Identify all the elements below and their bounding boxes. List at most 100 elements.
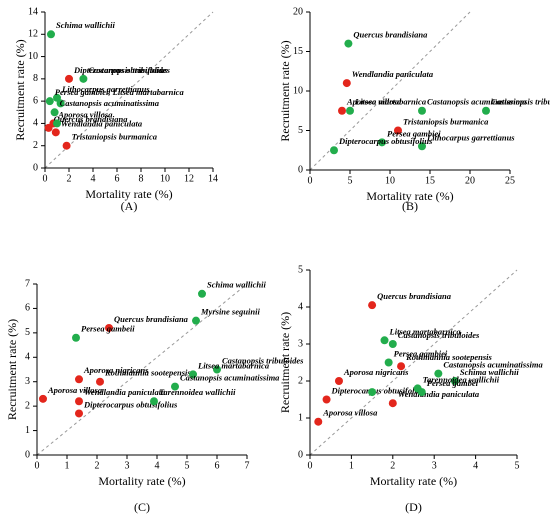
y-axis-label: Recruitment rate (%) — [278, 40, 292, 141]
point — [47, 30, 55, 39]
x-tick-label: 2 — [95, 460, 100, 471]
point — [75, 375, 83, 384]
point-label: Aporosa villosa — [322, 408, 378, 418]
point-label: Dipterocarpus obtusifolius — [83, 399, 178, 409]
point — [56, 99, 65, 108]
y-tick-label: 5 — [298, 125, 303, 136]
y-tick-label: 3 — [298, 338, 303, 349]
point — [450, 377, 459, 385]
x-axis-label: Mortality rate (%) — [366, 189, 453, 203]
x-tick-label: 10 — [385, 175, 395, 186]
point — [434, 369, 443, 378]
x-tick-label: 5 — [185, 460, 190, 471]
point — [213, 365, 221, 374]
x-tick-label: 4 — [91, 173, 96, 184]
point — [72, 333, 80, 342]
y-tick-label: 2 — [25, 400, 30, 411]
point-label: Aporosa villosa — [57, 109, 113, 119]
y-tick-label: 1 — [25, 425, 30, 436]
point-label: Quercus brandisiana — [377, 291, 452, 301]
point — [368, 388, 377, 397]
y-tick-label: 10 — [28, 51, 38, 62]
x-tick-label: 0 — [43, 173, 48, 184]
x-tick-label: 1 — [65, 460, 70, 471]
point — [388, 399, 397, 408]
point-label: Persea gambeii — [81, 324, 135, 334]
point — [62, 141, 71, 150]
x-tick-label: 8 — [139, 173, 144, 184]
point-label: Persea gambiei — [394, 348, 448, 358]
x-tick-label: 2 — [390, 460, 395, 471]
panel-caption: (A) — [121, 199, 138, 213]
point-label: Litsea martabarnica — [197, 360, 270, 370]
point-label: Litsea martabarnica — [389, 326, 462, 336]
x-tick-label: 5 — [515, 460, 520, 471]
point-label: Castanopsis tribuloides — [491, 97, 550, 107]
point-label: Castanopsis tribuloides — [88, 65, 170, 75]
y-tick-label: 14 — [28, 6, 38, 17]
point-label: Wendlandia paniculata — [352, 69, 434, 79]
point — [394, 126, 402, 135]
y-axis-label: Recruitment rate (%) — [5, 319, 19, 420]
reference-line — [309, 11, 471, 171]
point — [330, 146, 338, 155]
point — [189, 370, 197, 379]
y-tick-label: 12 — [28, 29, 38, 40]
panel-caption: (B) — [402, 199, 418, 213]
point — [192, 316, 200, 325]
point — [397, 362, 406, 371]
point-label: Persea gambei — [427, 378, 479, 388]
point — [50, 108, 59, 117]
point-label: Castanopsis tribuloides — [222, 355, 304, 365]
y-tick-label: 4 — [25, 352, 30, 363]
point-label: Aporosa nigricans — [83, 365, 149, 375]
point — [368, 301, 377, 310]
point-label: Aporosa villosa — [47, 385, 103, 395]
point — [384, 358, 393, 367]
x-tick-label: 3 — [125, 460, 130, 471]
point — [105, 323, 113, 332]
y-tick-label: 6 — [25, 303, 30, 314]
point — [75, 409, 83, 418]
point — [418, 142, 426, 151]
x-tick-label: 4 — [473, 460, 478, 471]
x-tick-label: 0 — [308, 175, 313, 186]
y-tick-label: 8 — [33, 73, 38, 84]
y-tick-label: 6 — [33, 95, 38, 106]
point — [344, 39, 353, 48]
y-tick-label: 0 — [298, 164, 303, 175]
panel-caption: (C) — [134, 500, 150, 514]
panel-caption: (D) — [405, 500, 422, 514]
point-label: Quercus brandisiana — [114, 314, 189, 324]
point-label: Lithocarpus garrettianus — [426, 132, 515, 142]
x-tick-label: 20 — [465, 175, 475, 186]
point-label: Persea gambiei — [387, 128, 441, 138]
point — [346, 106, 354, 115]
point-label: Persea gambiei, Litsea martabarnica — [55, 87, 185, 97]
point-label: Wendlandia paniculata — [84, 387, 166, 397]
y-tick-label: 5 — [298, 264, 303, 275]
point — [418, 106, 426, 115]
point-label: Rothmannia sootepensis — [405, 352, 492, 362]
point — [482, 106, 490, 115]
point — [150, 397, 158, 406]
point-label: Quercus brandisiana — [54, 114, 129, 124]
point-label: Schima wallichii — [56, 20, 115, 30]
x-axis-label: Mortality rate (%) — [98, 474, 185, 488]
y-tick-label: 4 — [298, 301, 303, 312]
x-tick-label: 6 — [215, 460, 220, 471]
point-label: Castanopsis acuminatissima — [60, 98, 160, 108]
point — [96, 377, 104, 386]
y-tick-label: 2 — [298, 375, 303, 386]
point — [388, 340, 397, 348]
x-tick-label: 25 — [505, 175, 515, 186]
point — [314, 417, 323, 426]
x-tick-label: 15 — [425, 175, 435, 186]
x-tick-label: 6 — [115, 173, 120, 184]
point — [51, 128, 60, 137]
point-label: Lithocarpus garrettianus — [61, 84, 150, 94]
point-label: Castanopsis tribuloides — [398, 330, 480, 340]
x-axis-label: Mortality rate (%) — [370, 474, 457, 488]
point — [53, 119, 61, 128]
point-label: Castanopsis acuminatissima — [443, 360, 543, 370]
